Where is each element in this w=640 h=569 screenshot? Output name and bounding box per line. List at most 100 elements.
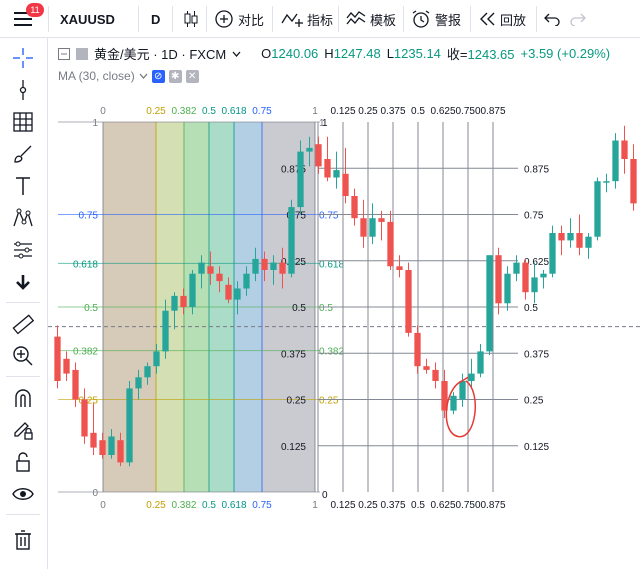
remove-drawings-tool[interactable] <box>8 526 38 554</box>
fib-level-label-right: 0.5 <box>319 303 333 314</box>
indicators-label: 指标 <box>307 12 334 28</box>
fib-time-label-top: 0.25 <box>146 106 166 117</box>
candle-body <box>234 288 241 300</box>
candle-body <box>513 262 520 274</box>
brush-tool[interactable] <box>8 140 38 168</box>
candle-body <box>477 351 484 374</box>
chevron-down-icon[interactable] <box>232 51 241 57</box>
collapse-icon[interactable] <box>58 47 70 60</box>
chart-type-button[interactable] <box>184 0 198 38</box>
candle-body <box>108 436 115 455</box>
replay-label: 回放 <box>500 12 527 28</box>
fib-grid-h-label-right: 0.875 <box>524 164 549 175</box>
candle-body <box>432 369 439 381</box>
text-tool[interactable] <box>8 172 38 200</box>
fib-grid-v-label-top: 0.125 <box>330 106 355 117</box>
fib-grid-v-label-top: 0.625 <box>430 106 455 117</box>
fib-grid-v-label-bottom: 0.125 <box>330 500 355 511</box>
candle-body <box>324 159 331 178</box>
lock-drawings-tool[interactable] <box>8 448 38 476</box>
templates-button[interactable]: 模板 <box>346 0 396 38</box>
fib-grid-h-label-right: 0.75 <box>524 211 544 222</box>
pattern-tool[interactable] <box>8 204 38 232</box>
close-icon[interactable]: ✕ <box>185 69 199 83</box>
candle-body <box>135 377 142 389</box>
fib-grid-v-label-bottom: 0.25 <box>358 500 378 511</box>
top-toolbar: 11 XAUUSD D 对比 指标 模板 警报 回放 <box>0 0 640 38</box>
candle-body <box>603 181 610 183</box>
visibility-icon[interactable]: ⊘ <box>151 69 165 83</box>
candle-body <box>567 233 574 241</box>
candle-body <box>468 373 475 381</box>
candle-body <box>252 258 259 274</box>
fib-time-label-top: 1 <box>312 106 318 117</box>
candle-body <box>279 262 286 274</box>
arrow-down-icon <box>16 275 30 290</box>
candle-body <box>387 221 394 267</box>
fib-grid-h-label-left: 0.5 <box>292 303 306 314</box>
fib-grid-h-label-right: 0.375 <box>524 349 549 360</box>
indicators-button[interactable]: 指标 <box>281 0 333 38</box>
trend-line-tool[interactable] <box>8 76 38 104</box>
fib-grid-v-label-top: 0.875 <box>480 106 505 117</box>
candle-body <box>441 381 448 411</box>
stay-in-drawing-tool[interactable] <box>8 416 38 444</box>
symbol-flag-icon <box>76 47 88 60</box>
candle-body <box>630 159 637 204</box>
candle-body <box>378 218 385 222</box>
hide-drawings-tool[interactable] <box>8 480 38 508</box>
replay-button[interactable]: 回放 <box>480 0 526 38</box>
fib-level-label: 0.75 <box>79 211 99 222</box>
candle-body <box>99 440 106 455</box>
undo-button[interactable] <box>544 0 560 38</box>
zoom-tool[interactable] <box>8 342 38 370</box>
candle-body <box>558 233 565 241</box>
ma-label[interactable]: MA (30, close) <box>58 69 135 83</box>
fib-grid-h-label-right: 0.25 <box>524 396 544 407</box>
compare-button[interactable]: 对比 <box>215 0 264 38</box>
fib-grid-icon <box>13 112 33 132</box>
fib-grid-h-label-left: 0.25 <box>287 396 307 407</box>
measure-tool[interactable] <box>8 310 38 338</box>
candle-body <box>459 381 466 400</box>
candle-body <box>216 273 223 282</box>
candle-body <box>594 181 601 237</box>
menu-button[interactable] <box>8 0 38 38</box>
redo-button[interactable] <box>570 0 586 38</box>
plus-circle-icon <box>215 10 233 28</box>
candle-body <box>612 140 619 182</box>
alert-label: 警报 <box>435 12 462 28</box>
fib-level-label: 0.382 <box>73 347 98 358</box>
fib-grid-h-label-left: 0.125 <box>281 442 306 453</box>
settings-icon[interactable]: ✱ <box>168 69 182 83</box>
fib-time-label-bottom: 1 <box>312 500 318 511</box>
fib-grid-v-label-bottom: 0.875 <box>480 500 505 511</box>
symbol-title[interactable]: 黄金/美元 · 1D · FXCM <box>94 47 227 62</box>
candle-body <box>495 255 502 304</box>
prediction-tool[interactable] <box>8 236 38 264</box>
fib-tool[interactable] <box>8 108 38 136</box>
candle-body <box>72 369 79 400</box>
magnet-tool[interactable] <box>8 384 38 412</box>
open-value: 1240.06 <box>271 46 319 61</box>
candle-body <box>90 432 97 448</box>
crosshair-tool[interactable] <box>8 44 38 72</box>
price-chart[interactable]: 000.250.250.3820.3820.50.50.6180.6180.75… <box>48 90 640 530</box>
fib-grid-v-label-top: 0.25 <box>358 106 378 117</box>
fib-time-label-bottom: 0.25 <box>146 500 166 511</box>
candle-body <box>486 255 493 352</box>
fib-grid-v-label-bottom: 0.750 <box>455 500 480 511</box>
alarm-clock-icon <box>412 10 430 28</box>
alert-button[interactable]: 警报 <box>411 0 461 38</box>
candle-body <box>225 284 232 300</box>
interval-button[interactable]: D <box>151 11 161 27</box>
symbol-search[interactable]: XAUUSD <box>60 11 115 27</box>
hamburger-icon <box>14 12 32 26</box>
fib-time-label-bottom: 0.75 <box>252 500 272 511</box>
hide-toolbar-button[interactable] <box>8 268 38 296</box>
chevron-down-icon[interactable] <box>139 73 148 79</box>
fib-level-label: 0 <box>92 488 98 499</box>
rewind-icon <box>480 12 495 26</box>
candlestick-series <box>54 125 637 467</box>
pattern-icon <box>13 208 33 227</box>
